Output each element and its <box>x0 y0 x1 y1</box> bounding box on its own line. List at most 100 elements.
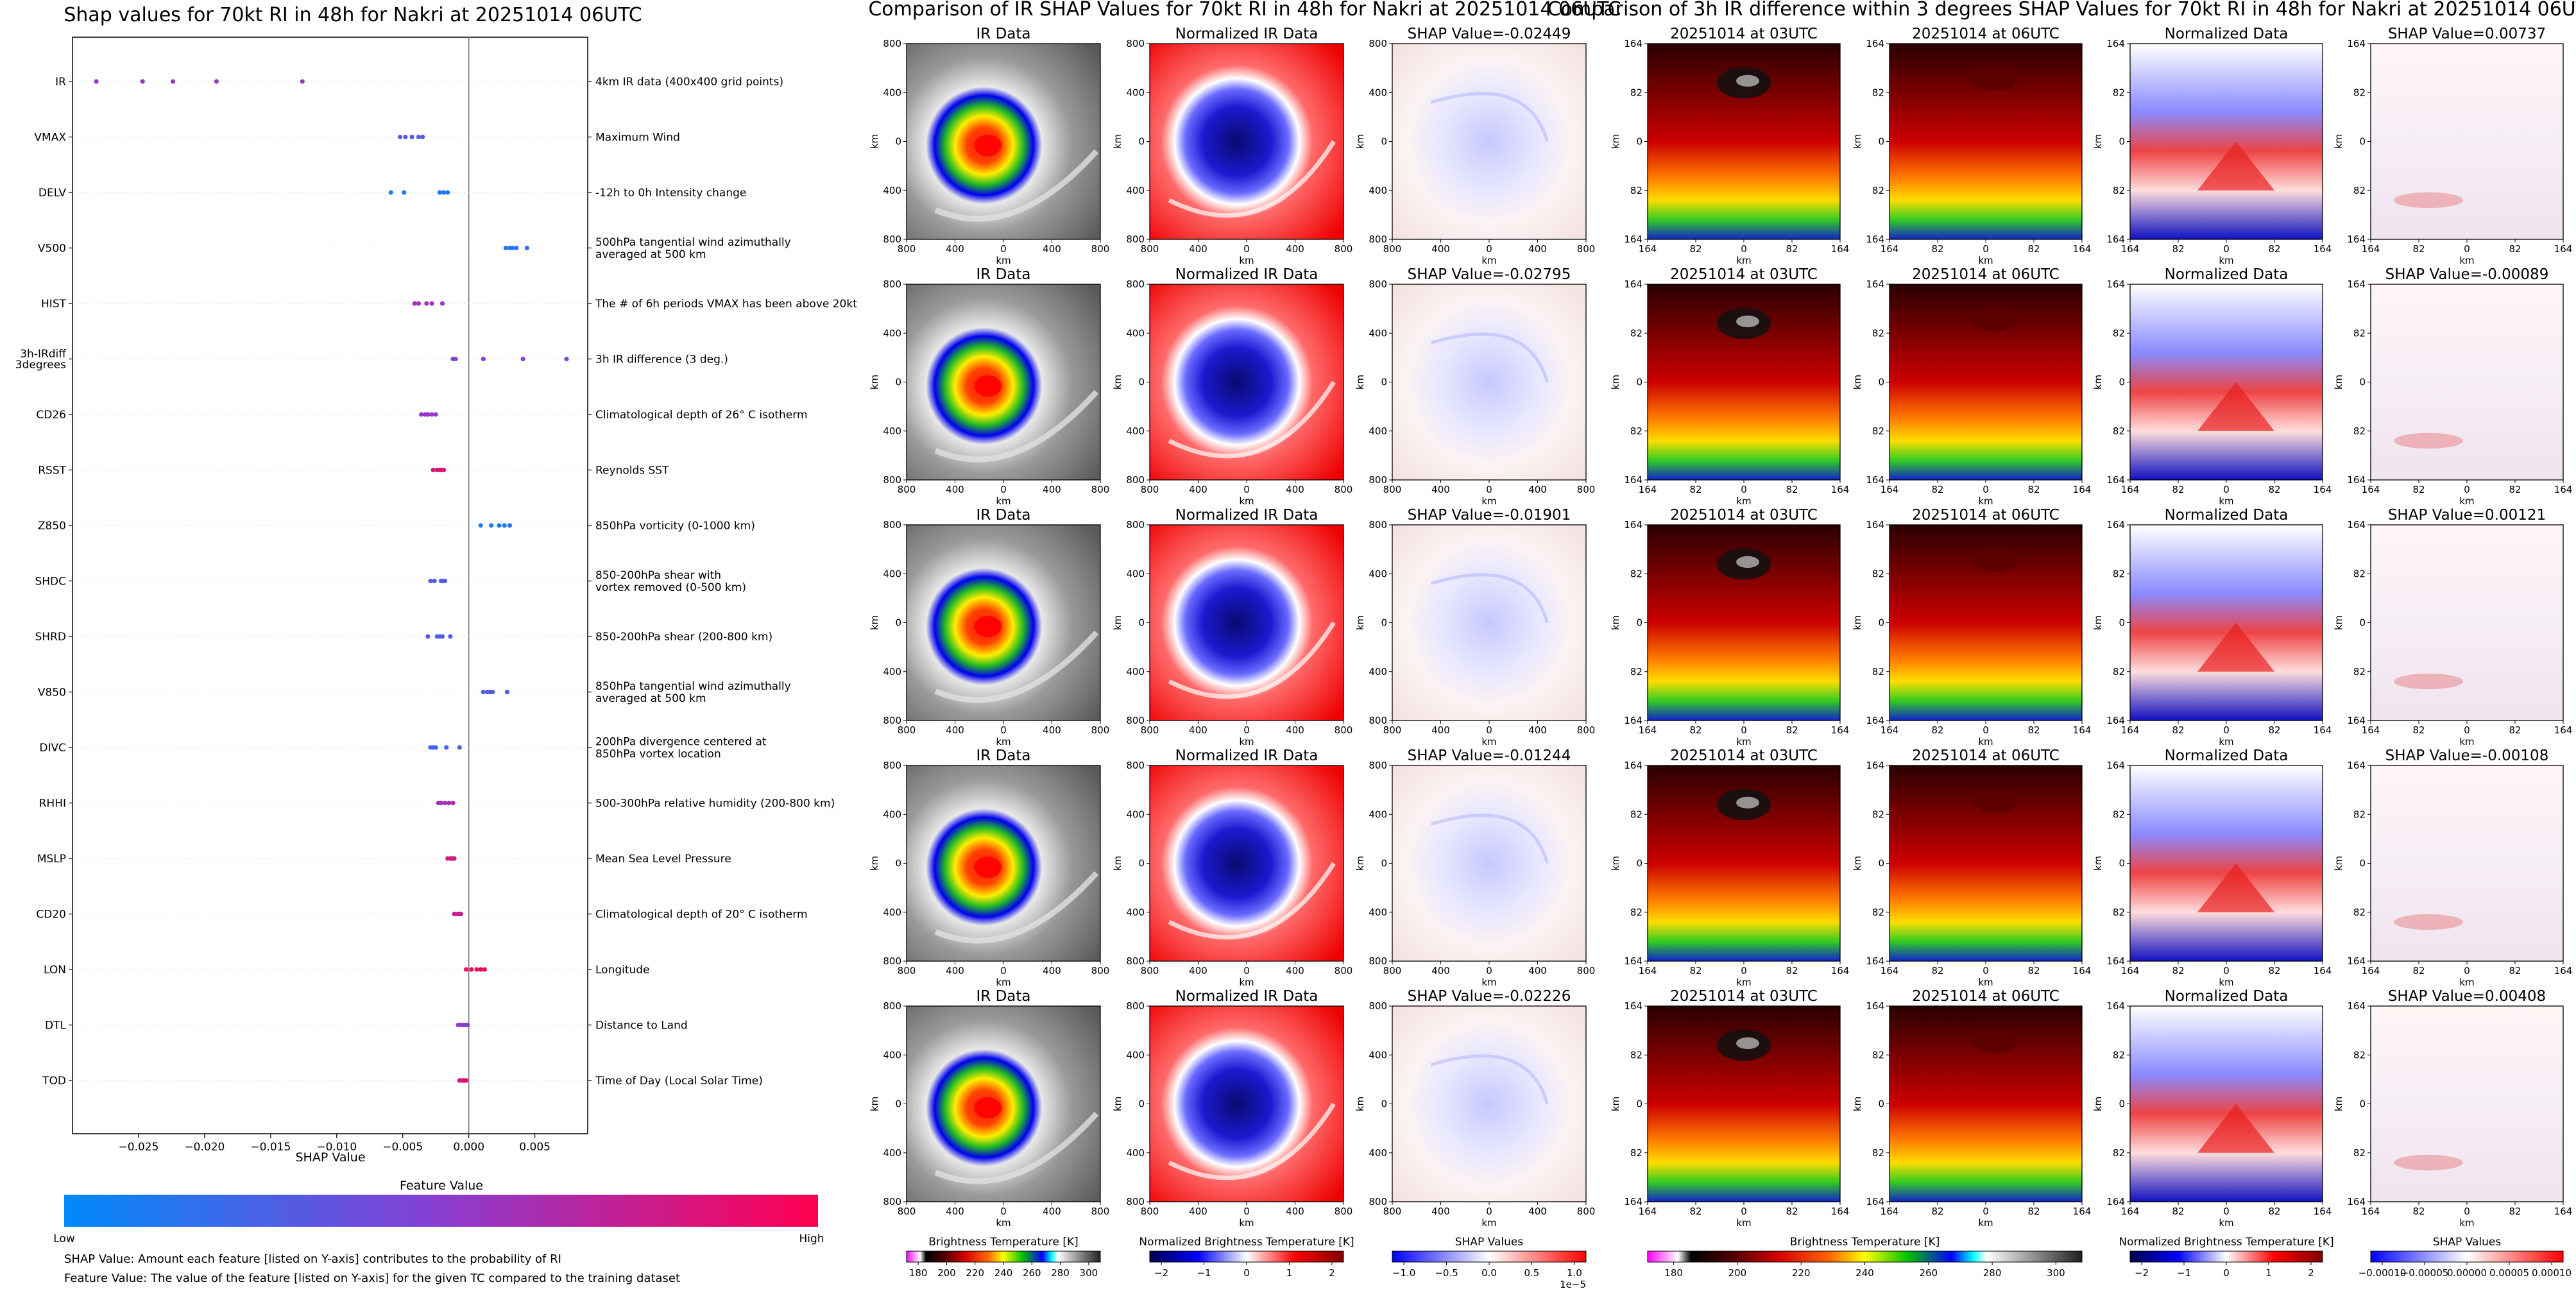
colorbar-tick-label: 1.0 <box>1567 1267 1582 1279</box>
shap-feature-arc <box>1430 573 1549 624</box>
x-tick-label: 0 <box>1741 484 1747 495</box>
x-tick-label: 400 <box>1431 724 1450 736</box>
x-tick-label: 82 <box>1689 243 1702 255</box>
feature-description-label: 850-200hPa shear (200-800 km) <box>595 631 772 644</box>
y-tick-label: 400 <box>1126 87 1145 98</box>
y-tick-label: 82 <box>2353 1147 2366 1159</box>
feature-code-label: 3h-IRdiff <box>20 348 67 361</box>
y-tick-label: 0 <box>1381 377 1387 388</box>
plot-frame <box>72 37 588 1134</box>
shap-point <box>441 467 447 473</box>
y-tick-label: 400 <box>1126 907 1145 918</box>
shap-point <box>429 412 434 417</box>
y-tick-label: 800 <box>1369 760 1387 771</box>
x-tick-label: 400 <box>1528 965 1547 977</box>
y-tick-label: 164 <box>1624 234 1642 245</box>
x-tick-label: 164 <box>2121 724 2140 736</box>
y-tick-label: 164 <box>1866 38 1884 49</box>
colorbar-label: Normalized Brightness Temperature [K] <box>2119 1236 2333 1249</box>
x-tick-label: 82 <box>2509 965 2521 977</box>
y-tick-label: 0 <box>2119 617 2125 629</box>
colorbar-strip <box>2129 1251 2323 1263</box>
y-tick-label: 82 <box>2113 87 2125 98</box>
colorbar-strip <box>2370 1251 2564 1263</box>
feature-code-label: SHRD <box>35 631 66 644</box>
y-tick-label: 164 <box>1624 519 1642 531</box>
ir-panel: SHAP Value=-0.01244800800400400004004008… <box>1354 747 1595 988</box>
band-highlight <box>1168 1102 1336 1181</box>
y-tick-label: 164 <box>1866 1196 1884 1208</box>
x-tick-label: 400 <box>1431 243 1450 255</box>
y-tick-label: 164 <box>1866 234 1884 245</box>
shap-point <box>429 301 434 306</box>
y-tick-label: 82 <box>2353 327 2366 339</box>
x-tick-label: 164 <box>2362 484 2380 495</box>
y-tick-label: 0 <box>895 617 901 629</box>
x-tick-label: 800 <box>1335 724 1353 736</box>
y-tick-label: 164 <box>1866 519 1884 531</box>
y-tick-label: 400 <box>883 1049 901 1061</box>
feature-code-label: DIVC <box>39 742 66 755</box>
x-tick-label: 82 <box>2412 484 2425 495</box>
y-tick-label: 0 <box>2119 136 2125 148</box>
x-tick-label: 82 <box>2509 484 2521 495</box>
shap-point <box>438 800 444 806</box>
panel-title: SHAP Value=-0.02449 <box>1408 26 1571 42</box>
y-tick-label: 164 <box>2347 955 2366 967</box>
x-tick-label: −0.020 <box>184 1141 225 1154</box>
ir-panel: SHAP Value=-0.01901800800400400004004008… <box>1354 507 1595 747</box>
y-tick-label: 400 <box>1126 327 1145 339</box>
shap-value-image <box>1392 765 1586 961</box>
feature-description-label: -12h to 0h Intensity change <box>595 187 746 200</box>
x-tick-label: 800 <box>898 243 916 255</box>
panel-title: 20251014 at 03UTC <box>1670 26 1818 42</box>
y-axis-unit: km <box>1354 615 1366 630</box>
x-tick-label: 800 <box>1383 243 1402 255</box>
ir-panel: SHAP Value=-0.02449800800400400004004008… <box>1354 26 1595 266</box>
x-tick-label: 0 <box>1243 724 1250 736</box>
y-tick-label: 0 <box>1878 136 1884 148</box>
y-axis-unit: km <box>2333 375 2344 389</box>
x-tick-label: 800 <box>1335 965 1353 977</box>
colorbar-tick-label: 180 <box>909 1267 928 1279</box>
colorbar-strip <box>1149 1251 1344 1263</box>
y-tick-label: 400 <box>883 666 901 678</box>
y-tick-label: 400 <box>1126 666 1145 678</box>
shap-point <box>463 1078 469 1083</box>
colorbar-strip <box>1647 1251 2083 1263</box>
y-axis-unit: km <box>2333 134 2344 149</box>
x-tick-label: 82 <box>2172 724 2184 736</box>
y-tick-label: 164 <box>1866 760 1884 771</box>
y-axis-unit: km <box>2092 375 2104 389</box>
irdiff-panel: 20251014 at 03UTC1641648282008282164164k… <box>1610 988 1849 1229</box>
y-tick-label: 800 <box>1369 955 1387 967</box>
x-tick-label: 164 <box>1831 1206 1850 1217</box>
y-tick-label: 82 <box>1872 666 1884 678</box>
x-axis-unit: km <box>1481 255 1496 266</box>
x-tick-label: 164 <box>2314 484 2332 495</box>
y-tick-label: 0 <box>2359 377 2366 388</box>
x-tick-label: 400 <box>1528 1206 1547 1217</box>
x-axis-unit: km <box>1481 977 1496 988</box>
feature-description-label: 3h IR difference (3 deg.) <box>595 354 728 366</box>
x-tick-label: 82 <box>1786 724 1798 736</box>
y-axis-unit: km <box>2092 856 2104 871</box>
shap-panel-title: Shap values for 70kt RI in 48h for Nakri… <box>64 4 642 26</box>
storm-core <box>974 615 1002 638</box>
note-feature-value: Feature Value: The value of the feature … <box>64 1272 680 1285</box>
feature-value-colorbar <box>64 1195 818 1227</box>
feature-code-label: SHDC <box>35 576 66 588</box>
storm-core <box>974 856 1002 878</box>
x-tick-label: 0 <box>1243 965 1250 977</box>
y-tick-label: 164 <box>2106 474 2125 486</box>
shap-point <box>482 967 488 972</box>
x-tick-label: 400 <box>1189 243 1207 255</box>
y-tick-label: 164 <box>2347 234 2366 245</box>
y-axis-unit: km <box>869 615 880 630</box>
y-axis-unit: km <box>1852 134 1863 149</box>
x-tick-label: 82 <box>1689 484 1702 495</box>
shap-point <box>469 967 474 972</box>
shap-point <box>564 356 569 362</box>
